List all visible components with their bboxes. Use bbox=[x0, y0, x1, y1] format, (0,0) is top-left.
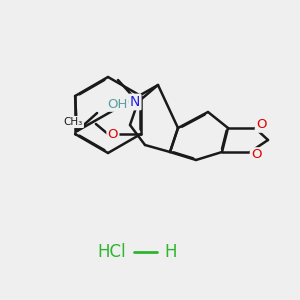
Text: O: O bbox=[256, 118, 266, 131]
Text: O: O bbox=[108, 128, 118, 140]
Text: H: H bbox=[164, 243, 176, 261]
Text: OH: OH bbox=[107, 98, 128, 110]
Text: N: N bbox=[130, 95, 140, 109]
Text: HCl: HCl bbox=[98, 243, 126, 261]
Text: O: O bbox=[251, 148, 262, 161]
Text: CH₃: CH₃ bbox=[64, 117, 83, 127]
